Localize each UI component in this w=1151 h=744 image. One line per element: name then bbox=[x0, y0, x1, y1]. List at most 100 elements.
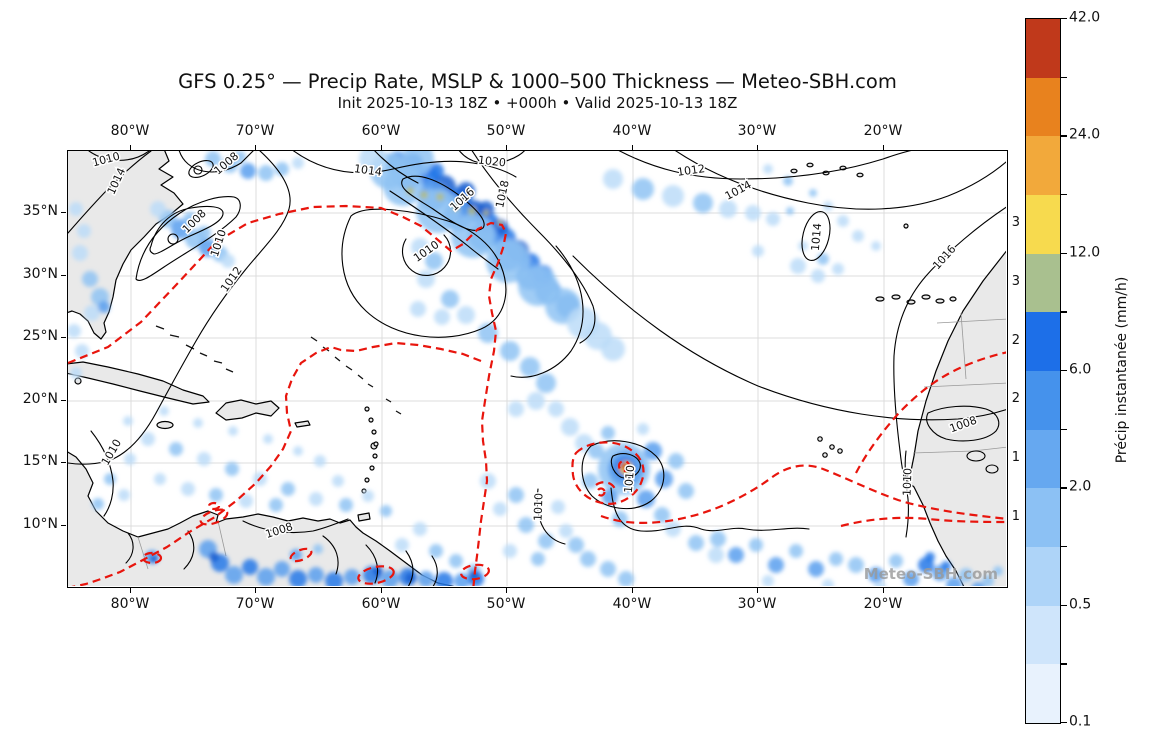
colorbar-tick bbox=[1061, 546, 1067, 548]
colorbar-tick bbox=[1061, 487, 1067, 489]
precip-blob bbox=[811, 269, 825, 283]
precip-blob bbox=[637, 490, 655, 508]
isobar-label: 1012 bbox=[676, 162, 706, 179]
precip-blob bbox=[183, 212, 197, 226]
precip-blob bbox=[852, 230, 864, 242]
precip-blob bbox=[766, 212, 780, 226]
precip-blob bbox=[710, 531, 726, 547]
axis-tick bbox=[61, 400, 66, 402]
thickness-contours bbox=[68, 204, 1006, 586]
precip-blob bbox=[536, 373, 556, 393]
colorbar-tick bbox=[1061, 311, 1067, 313]
precip-blob bbox=[749, 538, 763, 552]
precip-blob bbox=[239, 494, 253, 508]
land-jamaica bbox=[156, 420, 174, 430]
colorbar-value-label: 2.0 bbox=[1069, 479, 1092, 496]
precip-blob bbox=[169, 442, 183, 456]
lat-tick-label: 35°N bbox=[22, 203, 58, 219]
colorbar-value-label: 24.0 bbox=[1069, 127, 1101, 144]
lon-tick-label-bottom: 80°W bbox=[110, 596, 150, 612]
precip-blob bbox=[228, 426, 238, 436]
land-cuba bbox=[68, 361, 210, 405]
colorbar-value-label: 12.0 bbox=[1069, 244, 1101, 261]
precip-blob bbox=[410, 301, 426, 317]
isobar-label: 1012 bbox=[218, 264, 245, 294]
precip-blob bbox=[193, 418, 203, 428]
precip-blob bbox=[454, 573, 470, 586]
precip-blob bbox=[982, 575, 994, 586]
precip-blob bbox=[486, 239, 530, 283]
precip-blob bbox=[435, 572, 453, 586]
axis-tick bbox=[61, 462, 66, 464]
precip-blob bbox=[508, 401, 524, 417]
precip-colorbar bbox=[1025, 18, 1061, 724]
precip-blob bbox=[654, 507, 670, 523]
isobar-label: 1014 bbox=[723, 178, 754, 203]
precip-blob bbox=[141, 432, 155, 446]
axis-tick bbox=[255, 588, 257, 593]
precip-blob bbox=[313, 544, 323, 554]
lat-tick-label: 30°N bbox=[22, 266, 58, 282]
precip-blob bbox=[274, 561, 290, 577]
precip-blob bbox=[531, 552, 545, 566]
precip-blob bbox=[234, 151, 246, 163]
colorbar-tick bbox=[1061, 194, 1067, 196]
small-island-specks bbox=[155, 325, 402, 415]
precip-blob bbox=[837, 215, 849, 227]
precip-blob bbox=[644, 442, 662, 460]
precip-blob bbox=[441, 290, 459, 308]
precip-blob bbox=[500, 341, 520, 361]
precip-blob bbox=[209, 552, 219, 562]
precip-blob bbox=[662, 185, 684, 207]
precip-blob bbox=[77, 224, 91, 238]
lon-tick-label-top: 30°W bbox=[737, 123, 777, 139]
precip-blob bbox=[903, 571, 919, 586]
axis-tick bbox=[381, 588, 383, 593]
precip-blob bbox=[790, 258, 806, 274]
precip-blob bbox=[68, 324, 81, 338]
precip-blob bbox=[104, 473, 116, 485]
precip-blob bbox=[314, 455, 326, 467]
precip-blob bbox=[205, 151, 221, 167]
precip-blob bbox=[159, 406, 169, 416]
colorbar-tick bbox=[1061, 663, 1067, 665]
precip-blob bbox=[181, 482, 195, 496]
lat-tick-label: 10°N bbox=[22, 516, 58, 532]
precip-blob bbox=[449, 554, 463, 568]
isobar-label: 1010 bbox=[901, 468, 915, 496]
precip-blob bbox=[603, 169, 623, 189]
isobar-label: 1014 bbox=[353, 162, 383, 179]
precip-blob bbox=[668, 453, 684, 469]
precip-blob bbox=[632, 178, 654, 200]
precip-blob bbox=[719, 200, 737, 218]
mslp-isobars bbox=[68, 151, 1006, 586]
axis-tick bbox=[632, 145, 634, 150]
precip-blob bbox=[868, 567, 884, 583]
precip-blob bbox=[425, 252, 443, 270]
precip-blob bbox=[418, 571, 434, 586]
precip-blob bbox=[941, 561, 951, 571]
colorbar-left-label: 2 bbox=[1011, 332, 1020, 348]
precip-blob bbox=[621, 463, 627, 469]
precip-blob bbox=[434, 309, 450, 325]
map-panel: 1014 1010 1008 1008 1010 1012 1014 1020 1016 1018… bbox=[67, 150, 1008, 588]
precip-blob bbox=[240, 163, 256, 179]
precip-blob bbox=[98, 301, 110, 313]
precip-blob bbox=[728, 547, 744, 563]
precip-blob bbox=[789, 544, 803, 558]
precip-blob bbox=[413, 522, 427, 536]
axis-tick bbox=[883, 145, 885, 150]
colorbar-segment bbox=[1026, 371, 1060, 430]
precip-blob bbox=[786, 207, 794, 215]
chart-title: GFS 0.25° — Precip Rate, MSLP & 1000–500… bbox=[178, 70, 897, 93]
precip-blob bbox=[568, 537, 584, 553]
precip-blob bbox=[580, 551, 596, 567]
precip-blob bbox=[457, 306, 475, 324]
precip-blob bbox=[520, 357, 540, 377]
precip-blob bbox=[768, 557, 784, 573]
precip-blob bbox=[874, 581, 886, 586]
precip-blob bbox=[124, 453, 136, 465]
precip-blob bbox=[411, 238, 429, 256]
precip-blob bbox=[798, 241, 808, 251]
precip-blob bbox=[197, 452, 211, 466]
